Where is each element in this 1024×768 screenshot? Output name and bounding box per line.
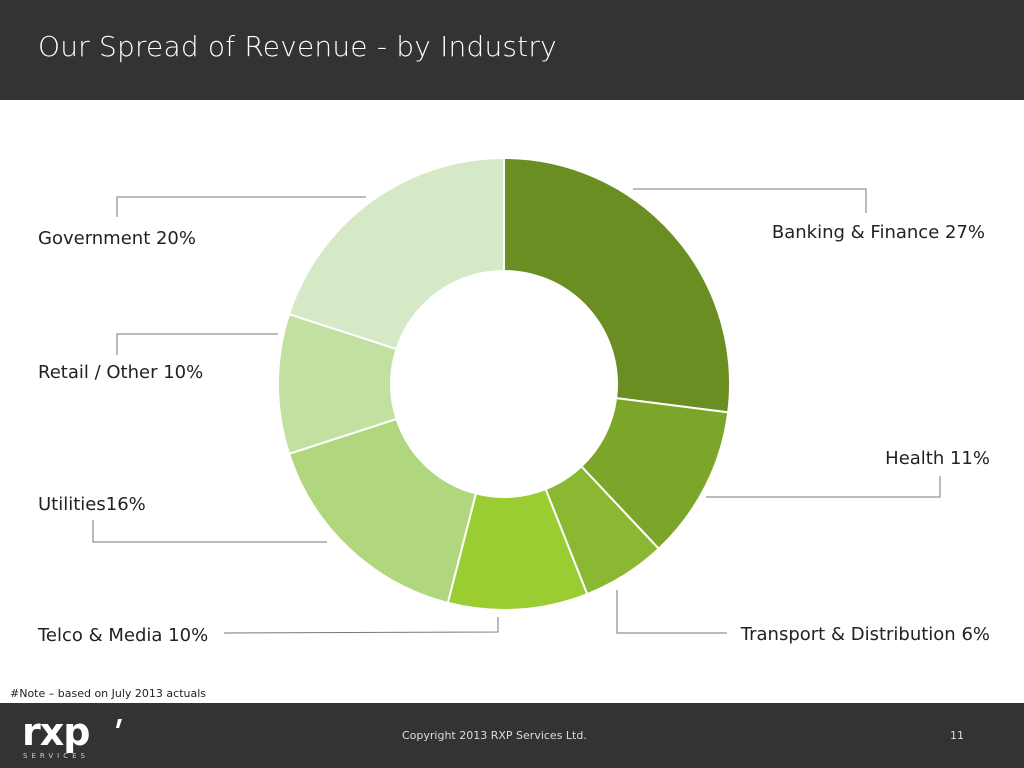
slide-footer: rxp SERVICES Copyright 2013 RXP Services… — [0, 703, 1024, 768]
slice-banking-finance — [503, 156, 731, 414]
donut-chart-svg: Banking & Finance 27% Health 11% Transpo… — [37, 156, 990, 646]
label-telco-media: Telco & Media 10% — [37, 625, 208, 646]
rxp-logo: rxp SERVICES — [22, 711, 122, 760]
revenue-donut-chart: Banking & Finance 27% Health 11% Transpo… — [0, 100, 1024, 700]
leader-line-government — [116, 196, 366, 217]
logo-wordmark: rxp — [22, 711, 89, 754]
leader-line-telco — [223, 617, 499, 634]
leader-line-utilities — [92, 520, 327, 543]
footnote: #Note – based on July 2013 actuals — [10, 687, 207, 700]
donut-slices — [277, 156, 731, 611]
logo-subtext: SERVICES — [23, 752, 89, 760]
label-banking-finance: Banking & Finance 27% — [772, 222, 985, 243]
label-retail-other: Retail / Other 10% — [38, 362, 203, 383]
slide-header: Our Spread of Revenue - by Industry — [0, 0, 1024, 100]
logo-accent-mark — [116, 719, 122, 728]
label-utilities: Utilities16% — [38, 494, 146, 515]
leader-line-banking — [633, 188, 867, 213]
page-number: 11 — [950, 729, 964, 742]
label-government: Government 20% — [38, 228, 196, 249]
label-health: Health 11% — [885, 448, 990, 469]
leader-line-transport — [616, 590, 727, 634]
slice-utilities — [287, 417, 478, 605]
leader-line-health — [706, 476, 941, 498]
copyright-text: Copyright 2013 RXP Services Ltd. — [402, 729, 587, 742]
slide-title: Our Spread of Revenue - by Industry — [38, 30, 557, 63]
label-transport-distribution: Transport & Distribution 6% — [740, 624, 990, 645]
slice-government — [287, 156, 505, 351]
leader-line-retail — [116, 333, 278, 355]
